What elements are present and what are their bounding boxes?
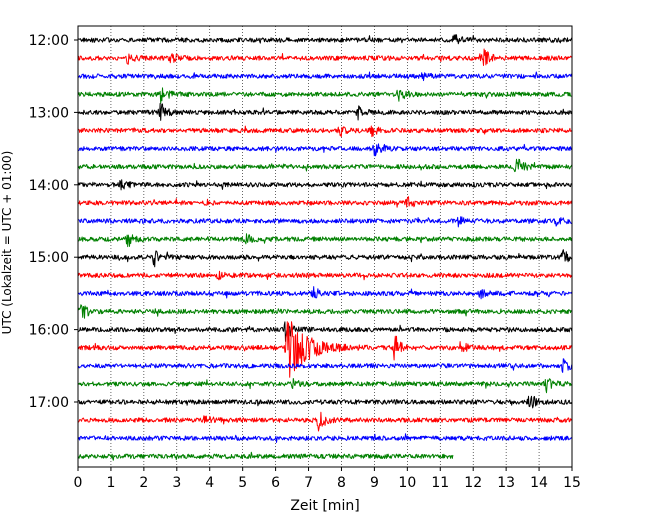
seismic-trace-1630 <box>78 358 573 373</box>
x-tick-label: 1 <box>106 475 115 491</box>
seismic-traces <box>78 34 573 461</box>
x-tick-label: 12 <box>464 475 482 491</box>
x-tick-label: 10 <box>398 475 416 491</box>
y-tick-label: 16:00 <box>29 323 69 339</box>
seismic-trace-1245 <box>78 87 572 104</box>
y-tick-label: 14:00 <box>29 178 69 194</box>
seismic-trace-1300 <box>78 103 573 121</box>
x-tick-label: 2 <box>139 475 148 491</box>
x-tick-label: 0 <box>74 475 83 491</box>
x-axis-label: Zeit [min] <box>290 498 359 514</box>
x-tick-label: 6 <box>271 475 280 491</box>
x-tick-label: 4 <box>205 475 214 491</box>
x-tick-label: 8 <box>337 475 346 491</box>
x-tick-label: 11 <box>431 475 449 491</box>
seismic-trace-1445 <box>78 233 573 248</box>
seismic-trace-1715 <box>78 411 573 432</box>
seismic-trace-1400 <box>78 179 573 191</box>
x-tick-label: 13 <box>497 475 515 491</box>
seismic-trace-1515 <box>78 270 573 281</box>
seismic-trace-1330 <box>78 143 573 157</box>
plot-frame <box>77 25 573 468</box>
y-tick-label: 13:00 <box>29 105 69 121</box>
seismic-trace-1615 <box>78 321 572 378</box>
y-axis-ticks: 12:00 13:00 14:00 15:00 16:00 17:00 <box>29 33 78 411</box>
seismic-trace-1315 <box>78 125 573 138</box>
x-axis-ticks: 0 1 2 3 4 5 6 7 8 9 10 11 12 13 14 15 <box>74 467 581 491</box>
seismic-trace-1345 <box>78 158 573 173</box>
seismic-trace-1215 <box>78 48 573 66</box>
seismic-trace-1530 <box>78 286 573 300</box>
seismic-trace-1230 <box>78 71 573 82</box>
x-tick-label: 5 <box>238 475 247 491</box>
seismic-trace-1645 <box>78 378 573 394</box>
seismic-trace-1430 <box>78 216 572 228</box>
y-axis-label: UTC (Lokalzeit = UTC + 01:00) <box>0 151 14 335</box>
seismic-trace-1730 <box>78 433 573 443</box>
seismic-trace-1600 <box>78 321 573 342</box>
seismic-trace-1415 <box>78 196 573 208</box>
y-tick-label: 12:00 <box>29 33 69 49</box>
x-tick-label: 14 <box>530 475 548 491</box>
y-tick-label: 15:00 <box>29 250 69 266</box>
x-tick-label: 15 <box>563 475 581 491</box>
seismic-trace-1545 <box>78 304 573 319</box>
seismic-trace-1500 <box>78 249 573 268</box>
x-tick-label: 9 <box>370 475 379 491</box>
x-tick-label: 7 <box>304 475 313 491</box>
y-tick-label: 17:00 <box>29 395 69 411</box>
seismic-trace-1700 <box>78 395 573 409</box>
seismic-trace-1200 <box>78 34 573 45</box>
x-tick-label: 3 <box>172 475 181 491</box>
seismic-trace-1745 <box>78 451 454 461</box>
